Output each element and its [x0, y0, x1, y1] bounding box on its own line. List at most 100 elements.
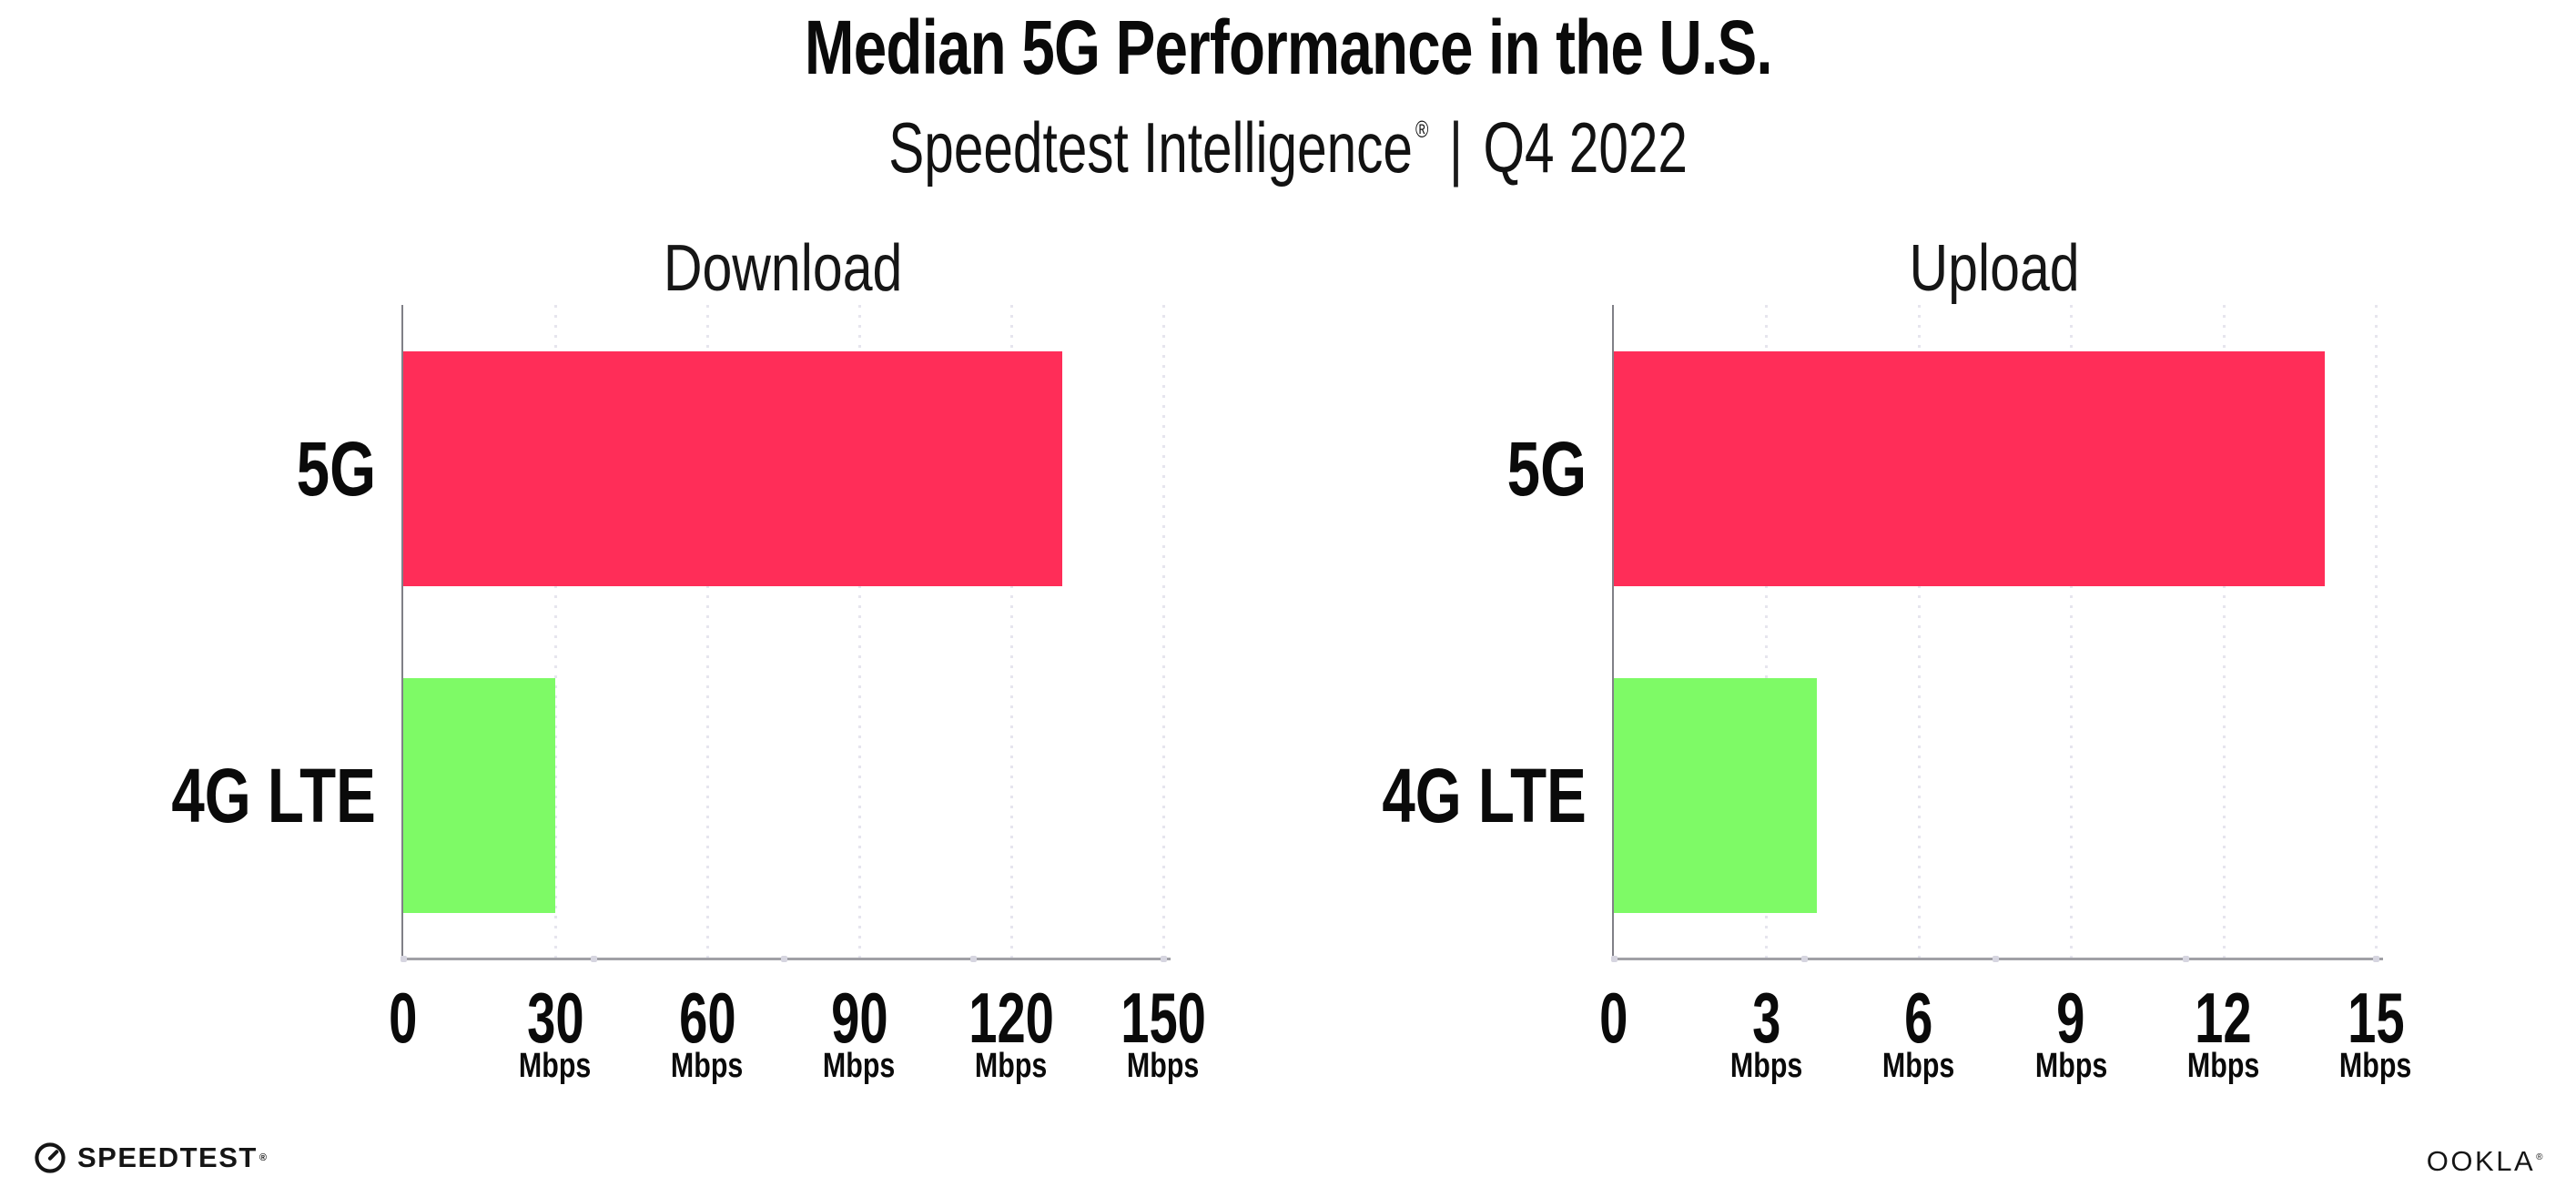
x-tick-label-30: 30 [455, 976, 655, 1060]
gridline-150 [1162, 305, 1165, 959]
gridline-9 [2070, 305, 2074, 959]
gridline-30 [554, 305, 557, 959]
chart-title-download: Download [403, 229, 1163, 308]
x-axis-tick-dot [401, 956, 407, 962]
x-tick-unit-150: Mbps [1063, 1047, 1263, 1085]
x-tick-unit-6: Mbps [1819, 1047, 2019, 1085]
speedtest-registered-icon: ® [259, 1152, 267, 1163]
x-tick-unit-3: Mbps [1666, 1047, 1866, 1085]
gridline-90 [858, 305, 861, 959]
x-tick-label-120: 120 [911, 976, 1111, 1060]
page-subtitle-text: Speedtest Intelligence ® | Q4 2022 [888, 89, 1688, 188]
y-axis-spine [1612, 305, 1614, 959]
x-tick-label-3: 3 [1666, 976, 1866, 1060]
x-tick-value: 3 [1751, 978, 1781, 1058]
x-tick-value: 150 [1121, 978, 1206, 1058]
x-tick-unit-text: Mbps [2186, 1047, 2260, 1085]
x-tick-value: 6 [1904, 978, 1933, 1058]
x-tick-value: 9 [2056, 978, 2085, 1058]
x-tick-unit-text: Mbps [2034, 1047, 2107, 1085]
x-tick-value: 0 [1599, 978, 1628, 1058]
speedtest-logo: SPEEDTEST ® [33, 1136, 267, 1180]
x-axis-tick-dot [1801, 956, 1809, 962]
ookla-registered-icon: ® [2536, 1152, 2545, 1162]
y-axis-spine [401, 305, 403, 959]
x-tick-label-0: 0 [303, 976, 503, 1060]
x-axis-tick-dot [1611, 956, 1618, 962]
x-tick-unit-15: Mbps [2276, 1047, 2476, 1085]
registered-trademark-icon: ® [1415, 116, 1429, 143]
y-category-label-4g-lte: 4G LTE [0, 741, 376, 850]
chart-title-upload: Upload [1614, 229, 2376, 308]
x-axis-tick-dot [590, 956, 597, 962]
x-tick-unit-9: Mbps [1971, 1047, 2171, 1085]
x-tick-unit-text: Mbps [1729, 1047, 1803, 1085]
ookla-logo-text: OOKLA [2426, 1145, 2536, 1177]
x-tick-unit-120: Mbps [911, 1047, 1111, 1085]
y-category-label-text: 5G [1506, 425, 1587, 512]
x-axis-tick-dot [2373, 956, 2379, 962]
gridline-60 [706, 305, 709, 959]
bar-4g-lte [1614, 677, 1818, 913]
gridline-3 [1765, 305, 1769, 959]
x-axis-tick-dot [1992, 956, 1999, 962]
x-axis-tick-dot [780, 956, 787, 962]
x-tick-unit-90: Mbps [759, 1047, 959, 1085]
y-category-label-text: 5G [296, 425, 376, 512]
x-tick-label-90: 90 [759, 976, 959, 1060]
x-tick-unit-12: Mbps [2124, 1047, 2324, 1085]
x-axis-tick-dot [2182, 956, 2189, 962]
x-tick-label-150: 150 [1063, 976, 1263, 1060]
page-title: Median 5G Performance in the U.S. [0, 4, 2576, 91]
subtitle-period: Q4 2022 [1483, 107, 1688, 188]
bar-5g [1614, 350, 2326, 586]
x-tick-unit-text: Mbps [2339, 1047, 2412, 1085]
x-tick-label-12: 12 [2124, 976, 2324, 1060]
x-tick-unit-text: Mbps [671, 1047, 744, 1085]
subtitle-separator: | [1448, 107, 1463, 188]
x-axis-tick-dot [970, 956, 978, 962]
y-category-label-text: 4G LTE [1382, 752, 1587, 838]
x-tick-unit-text: Mbps [1882, 1047, 1955, 1085]
x-tick-value: 90 [830, 978, 888, 1058]
page-title-text: Median 5G Performance in the U.S. [804, 5, 1773, 90]
x-tick-label-15: 15 [2276, 976, 2476, 1060]
page-subtitle: Speedtest Intelligence ® | Q4 2022 [0, 89, 2576, 188]
subtitle-brand: Speedtest Intelligence [888, 107, 1413, 188]
chart-title-text: Download [664, 232, 903, 305]
speedtest-gauge-icon [35, 1142, 66, 1173]
bar-4g-lte [403, 677, 555, 913]
x-tick-unit-text: Mbps [823, 1047, 896, 1085]
y-category-label-4g-lte: 4G LTE [0, 741, 1587, 850]
y-category-label-5g: 5G [0, 414, 376, 523]
y-category-label-text: 4G LTE [171, 752, 376, 838]
y-category-label-5g: 5G [0, 414, 1587, 523]
ookla-logo: OOKLA® [2426, 1140, 2545, 1177]
speedtest-logo-text: SPEEDTEST [77, 1141, 258, 1173]
x-tick-value: 120 [969, 978, 1054, 1058]
gridline-120 [1010, 305, 1013, 959]
chart-title-text: Upload [1909, 232, 2081, 305]
gridline-15 [2375, 305, 2378, 959]
x-tick-label-60: 60 [607, 976, 807, 1060]
x-tick-unit-text: Mbps [1127, 1047, 1200, 1085]
x-tick-unit-text: Mbps [519, 1047, 592, 1085]
x-tick-unit-30: Mbps [455, 1047, 655, 1085]
x-tick-value: 60 [678, 978, 736, 1058]
x-axis-tick-dot [1161, 956, 1167, 962]
bar-5g [403, 350, 1062, 586]
x-tick-label-9: 9 [1971, 976, 2171, 1060]
x-tick-label-6: 6 [1819, 976, 2019, 1060]
x-tick-unit-text: Mbps [975, 1047, 1048, 1085]
gridline-6 [1917, 305, 1921, 959]
gridline-12 [2222, 305, 2226, 959]
x-tick-value: 12 [2195, 978, 2252, 1058]
x-tick-value: 0 [389, 978, 418, 1058]
x-tick-label-0: 0 [1514, 976, 1714, 1060]
x-tick-value: 30 [526, 978, 584, 1058]
x-tick-value: 15 [2347, 978, 2405, 1058]
x-tick-unit-60: Mbps [607, 1047, 807, 1085]
